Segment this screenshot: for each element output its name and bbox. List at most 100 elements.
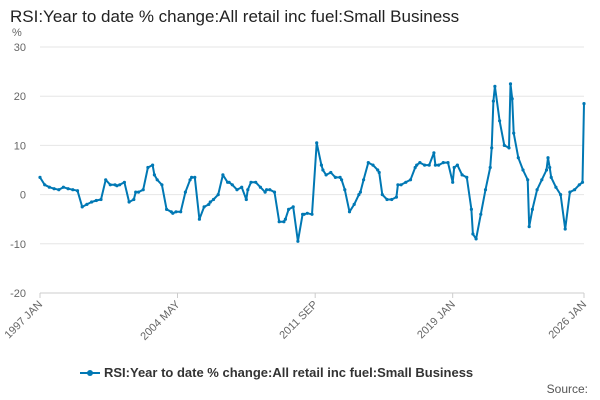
data-point[interactable]: [508, 82, 513, 86]
data-point[interactable]: [305, 211, 309, 215]
data-point[interactable]: [483, 188, 488, 192]
data-point[interactable]: [302, 212, 306, 216]
data-point[interactable]: [134, 190, 138, 194]
data-point[interactable]: [118, 183, 122, 187]
data-point[interactable]: [127, 200, 131, 204]
data-point[interactable]: [230, 183, 234, 187]
data-point[interactable]: [179, 210, 183, 214]
data-point[interactable]: [394, 195, 398, 199]
legend[interactable]: RSI:Year to date % change:All retail inc…: [80, 365, 473, 380]
data-point[interactable]: [99, 197, 103, 202]
data-point[interactable]: [526, 178, 530, 182]
data-point[interactable]: [208, 200, 212, 204]
data-point[interactable]: [415, 163, 419, 167]
data-point[interactable]: [183, 190, 187, 194]
data-point[interactable]: [433, 163, 437, 167]
data-point[interactable]: [568, 190, 572, 194]
data-point[interactable]: [104, 178, 108, 182]
data-point[interactable]: [352, 202, 356, 206]
data-point[interactable]: [80, 205, 84, 209]
data-point[interactable]: [423, 163, 427, 167]
data-point[interactable]: [548, 165, 552, 170]
data-point[interactable]: [507, 146, 511, 150]
series-line[interactable]: [39, 82, 585, 243]
data-point[interactable]: [291, 205, 295, 209]
data-point[interactable]: [366, 161, 370, 165]
data-point[interactable]: [371, 163, 375, 167]
data-point[interactable]: [396, 183, 400, 187]
data-point[interactable]: [573, 188, 577, 192]
data-point[interactable]: [521, 168, 525, 172]
data-point[interactable]: [385, 197, 389, 202]
data-point[interactable]: [474, 237, 478, 241]
data-point[interactable]: [43, 183, 47, 187]
data-point[interactable]: [38, 175, 42, 179]
data-point[interactable]: [319, 163, 323, 167]
data-point[interactable]: [263, 190, 267, 194]
data-point[interactable]: [512, 131, 516, 135]
data-point[interactable]: [122, 180, 126, 184]
data-point[interactable]: [516, 156, 520, 160]
data-point[interactable]: [258, 185, 262, 189]
data-point[interactable]: [479, 212, 483, 216]
data-point[interactable]: [471, 232, 475, 236]
data-point[interactable]: [61, 185, 65, 189]
data-point[interactable]: [235, 188, 239, 192]
data-point[interactable]: [202, 205, 206, 209]
data-point[interactable]: [333, 175, 337, 179]
data-point[interactable]: [376, 168, 380, 172]
data-point[interactable]: [146, 165, 150, 170]
data-point[interactable]: [343, 188, 347, 192]
data-point[interactable]: [136, 190, 141, 194]
data-point[interactable]: [193, 175, 197, 179]
data-point[interactable]: [377, 170, 381, 175]
data-point[interactable]: [460, 173, 464, 177]
data-point[interactable]: [408, 178, 413, 182]
data-point[interactable]: [268, 188, 272, 192]
data-point[interactable]: [240, 185, 244, 189]
data-point[interactable]: [315, 141, 319, 145]
data-point[interactable]: [174, 210, 178, 214]
data-point[interactable]: [432, 151, 436, 155]
data-point[interactable]: [282, 220, 286, 224]
data-point[interactable]: [57, 188, 61, 192]
data-point[interactable]: [52, 187, 56, 191]
data-point[interactable]: [152, 173, 156, 177]
data-point[interactable]: [165, 207, 169, 211]
data-point[interactable]: [75, 189, 80, 193]
data-point[interactable]: [244, 197, 248, 202]
data-point[interactable]: [502, 143, 506, 147]
data-point[interactable]: [197, 217, 201, 221]
data-point[interactable]: [66, 187, 70, 191]
data-point[interactable]: [207, 202, 211, 206]
data-point[interactable]: [427, 163, 431, 167]
data-point[interactable]: [418, 161, 422, 165]
data-point[interactable]: [221, 173, 225, 177]
data-point[interactable]: [190, 175, 194, 179]
data-point[interactable]: [277, 220, 281, 224]
data-point[interactable]: [211, 197, 216, 202]
data-point[interactable]: [265, 188, 269, 192]
data-point[interactable]: [338, 175, 342, 179]
data-point[interactable]: [246, 188, 250, 192]
data-point[interactable]: [347, 210, 352, 214]
data-point[interactable]: [362, 178, 366, 182]
data-point[interactable]: [527, 225, 531, 229]
data-point[interactable]: [380, 193, 384, 197]
data-point[interactable]: [296, 239, 300, 243]
data-point[interactable]: [94, 198, 98, 203]
data-point[interactable]: [85, 202, 89, 206]
data-point[interactable]: [329, 170, 333, 175]
data-point[interactable]: [108, 183, 112, 187]
data-point[interactable]: [535, 188, 539, 192]
data-point[interactable]: [490, 146, 494, 150]
data-point[interactable]: [580, 180, 585, 184]
data-point[interactable]: [188, 178, 192, 182]
data-point[interactable]: [413, 165, 417, 170]
data-point[interactable]: [227, 180, 231, 184]
data-point[interactable]: [452, 165, 456, 170]
data-point[interactable]: [132, 197, 136, 202]
data-point[interactable]: [324, 173, 328, 177]
data-point[interactable]: [451, 180, 455, 184]
data-point[interactable]: [544, 168, 549, 172]
